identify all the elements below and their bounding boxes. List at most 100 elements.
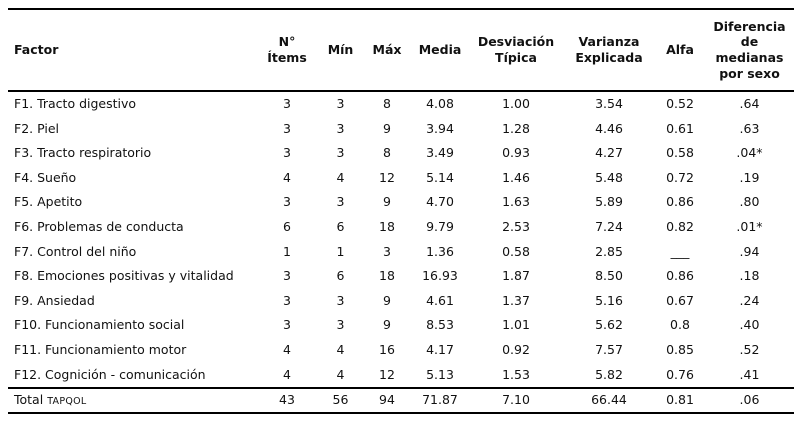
value-cell: 4	[336, 366, 345, 382]
total-label-cell: Total TAPQOL	[8, 388, 256, 413]
factor-cell: F6. Problemas de conducta	[14, 219, 184, 235]
value-cell: 1.46	[502, 169, 530, 185]
value-cell: 0.67	[666, 292, 694, 308]
value-cell: 0.85	[666, 341, 694, 357]
value-cell: 8	[383, 145, 391, 161]
value-cell: 1.63	[502, 194, 530, 210]
value-cell: 3	[283, 120, 291, 136]
value-cell: 9.79	[426, 219, 454, 235]
value-cell: 6	[283, 219, 291, 235]
value-cell: 4	[283, 366, 291, 382]
value-cell: 9	[383, 120, 391, 136]
table-row: F8. Emociones positivas y vitalidad 3 6 18 1…	[8, 264, 794, 289]
table-row: F3. Tracto respiratorio 3 3 8 3.49 0.93 4.27 0.…	[8, 141, 794, 166]
value-cell: 12	[379, 169, 395, 185]
value-cell: 6	[336, 268, 345, 284]
column-header-max: Máx	[372, 42, 402, 58]
total-alfa: 0.81	[666, 392, 694, 408]
table-row: F9. Ansiedad 3 3 9 4.61 1.37 5.16 0.67 .24	[8, 289, 794, 314]
column-header-varianza-explicada: Varianza Explicada	[575, 34, 643, 65]
table-row: F7. Control del niño 1 1 3 1.36 0.58 2.85 ___ .9…	[8, 240, 794, 265]
total-label: Total	[14, 392, 44, 408]
value-cell: 1.01	[502, 317, 530, 333]
value-cell: 9	[383, 317, 391, 333]
value-cell: 9	[383, 194, 391, 210]
value-cell: 1.53	[502, 366, 530, 382]
value-cell: 4	[283, 341, 291, 357]
header-row: Factor N° Ítems Mín Máx Media Desviación…	[8, 9, 794, 91]
value-cell: .41	[739, 366, 760, 382]
value-cell: 5.13	[426, 366, 454, 382]
factor-cell: F9. Ansiedad	[14, 292, 95, 308]
value-cell: 3	[283, 145, 291, 161]
value-cell: 3	[336, 120, 345, 136]
factor-cell: F8. Emociones positivas y vitalidad	[14, 268, 234, 284]
column-header-n-items: N° Ítems	[267, 34, 307, 65]
total-max: 94	[379, 392, 395, 408]
value-cell: 3	[283, 194, 291, 210]
value-cell: 4.17	[426, 341, 454, 357]
table-row: F4. Sueño 4 4 12 5.14 1.46 5.48 0.72 .19	[8, 166, 794, 191]
table-row: F11. Funcionamiento motor 4 4 16 4.17 0.92 7.5…	[8, 338, 794, 363]
value-cell: 8.53	[426, 317, 454, 333]
value-cell: 3.49	[426, 145, 454, 161]
value-cell: 6	[336, 219, 345, 235]
factor-cell: F7. Control del niño	[14, 243, 137, 259]
value-cell: 7.24	[595, 219, 623, 235]
value-cell: .24	[739, 292, 760, 308]
value-cell: 0.93	[502, 145, 530, 161]
value-cell: .80	[739, 194, 760, 210]
table-row: F2. Piel 3 3 9 3.94 1.28 4.46 0.61 .63	[8, 117, 794, 142]
value-cell: 8.50	[595, 268, 623, 284]
value-cell: 4.46	[595, 120, 623, 136]
value-cell: .63	[739, 120, 760, 136]
factor-cell: F4. Sueño	[14, 169, 77, 185]
factor-cell: F3. Tracto respiratorio	[14, 145, 152, 161]
value-cell: 4.27	[595, 145, 623, 161]
value-cell: 4	[283, 169, 291, 185]
factor-cell: F10. Funcionamiento social	[14, 317, 185, 333]
value-cell: .01*	[736, 219, 763, 235]
value-cell: 4	[336, 341, 345, 357]
tapqol-statistics-table: Factor N° Ítems Mín Máx Media Desviación…	[8, 8, 794, 415]
value-cell: 3.54	[595, 96, 623, 112]
value-cell: 1	[283, 243, 291, 259]
value-cell: 3	[283, 96, 291, 112]
value-cell: 0.8	[670, 317, 690, 333]
value-cell: 2.85	[595, 243, 623, 259]
value-cell: 1.00	[502, 96, 530, 112]
value-cell: 5.16	[595, 292, 623, 308]
column-header-desviacion-tipica: Desviación Típica	[477, 34, 555, 65]
total-media: 71.87	[422, 392, 458, 408]
value-cell: 0.61	[666, 120, 694, 136]
value-cell: 9	[383, 292, 391, 308]
value-cell: 1.36	[426, 243, 454, 259]
table-row: F1. Tracto digestivo 3 3 8 4.08 1.00 3.54 0.52.…	[8, 91, 794, 117]
column-header-min: Mín	[327, 42, 354, 58]
value-cell: 0.86	[666, 268, 694, 284]
table-footer: Total TAPQOL 43 56 94 71.87 7.10 66.44 0…	[8, 388, 794, 413]
value-cell: .19	[739, 169, 760, 185]
table-row: F6. Problemas de conducta 6 6 18 9.79 2.53 7.2…	[8, 215, 794, 240]
total-diferencia: .06	[739, 392, 760, 408]
table-body: F1. Tracto digestivo 3 3 8 4.08 1.00 3.54 0.52.…	[8, 91, 794, 388]
value-cell: 0.52	[666, 96, 694, 112]
factor-cell: F1. Tracto digestivo	[14, 96, 137, 112]
column-header-media: Media	[418, 42, 462, 58]
value-cell: 1.37	[502, 292, 530, 308]
value-cell: 7.57	[595, 341, 623, 357]
value-cell: ___	[670, 243, 690, 259]
value-cell: 3	[336, 194, 345, 210]
value-cell: 5.82	[595, 366, 623, 382]
value-cell: 3.94	[426, 120, 454, 136]
table-row: F10. Funcionamiento social 3 3 9 8.53 1.01 5.6…	[8, 313, 794, 338]
total-row: Total TAPQOL 43 56 94 71.87 7.10 66.44 0…	[8, 388, 794, 413]
value-cell: 8	[383, 96, 391, 112]
value-cell: 5.48	[595, 169, 623, 185]
value-cell: 16	[379, 341, 395, 357]
value-cell: 4.61	[426, 292, 454, 308]
value-cell: 1	[336, 243, 345, 259]
value-cell: .04*	[736, 145, 763, 161]
value-cell: 0.58	[502, 243, 530, 259]
